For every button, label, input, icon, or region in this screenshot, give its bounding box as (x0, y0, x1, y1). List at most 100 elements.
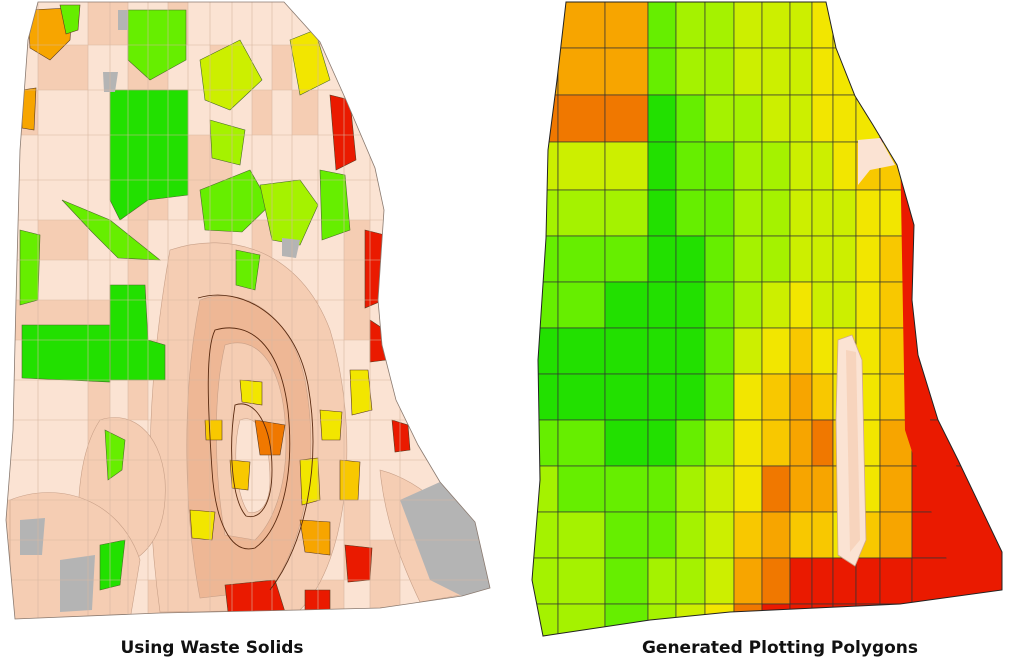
solid-block (370, 540, 400, 580)
solid-block (38, 220, 88, 260)
polygon-cell (832, 281, 857, 329)
polygon-cell (704, 281, 735, 329)
grade-solid (229, 459, 251, 491)
polygon-cell (855, 235, 881, 283)
polygon-cell (911, 235, 1002, 283)
polygon-cell (733, 465, 763, 513)
polygon-cell (704, 189, 735, 237)
polygon-cell (604, 141, 649, 191)
polygon-cell (704, 2, 735, 49)
grade-solid (254, 419, 286, 456)
polygon-cell (811, 189, 834, 237)
polygon-cell (832, 141, 857, 191)
waste-strip-shade (846, 350, 860, 552)
polygon-cell (557, 511, 606, 559)
polygon-cell (647, 189, 677, 237)
polygon-cell (532, 189, 559, 237)
polygon-cell (733, 281, 763, 329)
polygon-cell (832, 189, 857, 237)
polygon-cell (675, 94, 706, 143)
polygon-cell (604, 419, 649, 467)
polygon-cell (789, 281, 813, 329)
polygon-cell (733, 327, 763, 375)
polygon-cell (532, 94, 559, 143)
polygon-cell (675, 235, 706, 283)
polygon-cell (761, 47, 791, 96)
grade-solid (369, 319, 387, 363)
polygon-cell (557, 235, 606, 283)
polygon-cell (647, 2, 677, 49)
polygon-cell (647, 327, 677, 375)
polygon-cell (911, 47, 1002, 96)
green-solid (99, 539, 126, 591)
polygon-cell (532, 419, 559, 467)
green-solid (21, 324, 111, 383)
grade-solid (391, 419, 411, 453)
solid-block (370, 90, 400, 135)
polygon-cell (811, 557, 834, 605)
solid-block (318, 580, 344, 619)
green-solid (19, 229, 41, 306)
polygon-cell (879, 511, 913, 559)
polygon-cell (557, 373, 606, 421)
polygon-cell (761, 557, 791, 605)
polygon-cell (761, 465, 791, 513)
polygon-cell (832, 557, 857, 605)
polygon-cell (911, 141, 1002, 191)
polygon-cell (532, 557, 559, 605)
solid-block (88, 2, 110, 45)
polygon-cell (911, 189, 1002, 237)
polygon-cell (647, 235, 677, 283)
polygon-cell (832, 94, 857, 143)
grade-solid (329, 94, 357, 171)
right-panel-caption: Generated Plotting Polygons (641, 638, 919, 658)
polygon-cell (811, 327, 834, 375)
polygon-cell (557, 141, 606, 191)
polygon-cell (675, 189, 706, 237)
solid-block (188, 135, 210, 180)
polygon-cell (789, 2, 813, 49)
polygon-cell (532, 235, 559, 283)
polygon-cell (557, 281, 606, 329)
solid-block (252, 220, 272, 260)
polygon-cell (832, 47, 857, 96)
polygon-cell (704, 557, 735, 605)
polygon-cell (811, 235, 834, 283)
polygon-cell (604, 2, 649, 49)
unclassified-solid (60, 555, 95, 612)
polygon-cell (811, 47, 834, 96)
solid-block (370, 2, 400, 45)
polygon-cell (675, 419, 706, 467)
polygon-cell (789, 465, 813, 513)
polygon-cell (761, 141, 791, 191)
polygon-cell (789, 327, 813, 375)
polygon-cell (761, 327, 791, 375)
polygon-cell (761, 2, 791, 49)
polygon-cell (855, 281, 881, 329)
polygon-cell (855, 94, 881, 143)
left-panel-caption: Using Waste Solids (120, 638, 304, 658)
polygon-cell (789, 189, 813, 237)
polygon-cell (733, 189, 763, 237)
grade-solid (224, 579, 286, 613)
polygon-cell (789, 419, 813, 467)
polygon-cell (811, 373, 834, 421)
polygon-cell (761, 419, 791, 467)
polygon-cell (733, 47, 763, 96)
grade-solid (339, 459, 361, 501)
polygon-cell (557, 603, 606, 636)
polygon-cell (675, 141, 706, 191)
green-solid (209, 119, 246, 166)
grade-solid (349, 369, 373, 416)
unclassified-solid (118, 10, 128, 30)
polygon-cell (811, 141, 834, 191)
plotting-polygons-map (532, 2, 1002, 636)
polygon-cell (733, 94, 763, 143)
grade-solid (59, 4, 81, 35)
polygon-cell (647, 465, 677, 513)
polygon-cell (532, 373, 559, 421)
green-solid (289, 29, 331, 96)
solid-block (318, 2, 344, 45)
polygon-cell (704, 419, 735, 467)
waste-solids-map (6, 2, 490, 619)
